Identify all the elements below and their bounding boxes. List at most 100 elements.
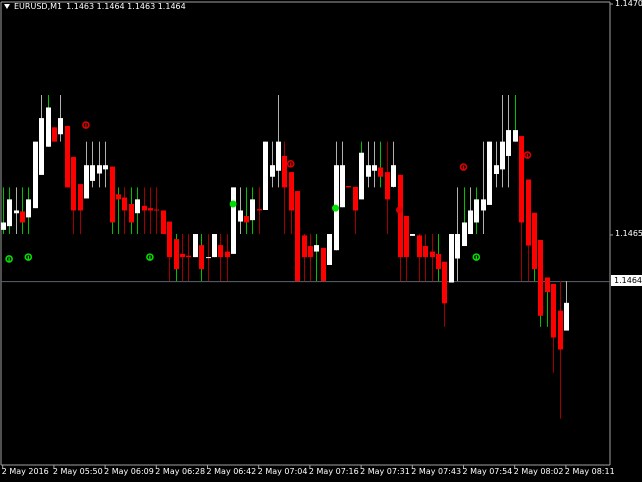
signal-dot: [396, 206, 403, 214]
candle: [206, 234, 211, 282]
candle-body: [250, 199, 255, 221]
candle-body: [193, 234, 198, 258]
candle: [33, 141, 38, 209]
candle: [52, 127, 57, 142]
candle-body: [417, 235, 422, 258]
candle-body: [148, 208, 153, 211]
candle-body: [385, 172, 390, 200]
candle: [116, 187, 121, 235]
candle: [199, 234, 204, 282]
candle: [436, 234, 441, 282]
candle-body: [500, 141, 505, 170]
candle-body: [372, 165, 377, 171]
sell-signal-icon: [286, 160, 295, 168]
sell-signal-icon: [459, 163, 468, 171]
dropdown-triangle-icon[interactable]: [4, 4, 10, 9]
candle-body: [174, 239, 179, 270]
candle: [564, 281, 569, 331]
candle: [122, 187, 127, 235]
candle: [97, 141, 102, 188]
candle-body: [71, 156, 76, 211]
buy-signal-icon: [146, 253, 154, 261]
candle-body: [545, 277, 550, 293]
candle-body: [186, 255, 191, 258]
candle: [174, 234, 179, 282]
sell-signal-icon: [523, 151, 532, 159]
candle: [225, 234, 230, 282]
candle-body: [84, 165, 89, 199]
candle-body: [295, 191, 300, 282]
signal-dot: [229, 200, 237, 208]
candle: [14, 187, 19, 235]
candle: [110, 166, 115, 235]
candle-body: [1, 222, 6, 230]
candle: [295, 191, 300, 282]
candle: [103, 141, 108, 188]
candle-body: [154, 209, 159, 211]
candle: [346, 185, 351, 188]
candle-body: [180, 253, 185, 258]
x-tick-label: 2 May 06:28: [155, 467, 206, 476]
candle: [302, 234, 307, 282]
candle: [129, 187, 134, 235]
candle-body: [551, 283, 556, 338]
candle-body: [513, 130, 518, 142]
candle: [289, 172, 294, 235]
candle-body: [129, 204, 134, 223]
buy-signal-icon: [24, 253, 33, 261]
candle-body: [481, 199, 486, 211]
candle-body: [558, 310, 563, 350]
x-tick-label: 2 May 08:02: [513, 467, 564, 476]
candle-body: [462, 222, 467, 247]
candle: [270, 141, 275, 188]
candle: [135, 187, 140, 235]
candle-body: [289, 172, 294, 211]
candle-body: [78, 184, 83, 211]
candle-body: [346, 185, 351, 188]
candle-body: [231, 187, 236, 254]
candle: [353, 186, 358, 235]
candle-body: [398, 174, 403, 258]
candle-body: [7, 199, 12, 227]
candle: [372, 141, 377, 188]
candle: [212, 234, 217, 258]
candle-body: [474, 199, 479, 223]
x-tick-label: 2 May 05:50: [52, 467, 103, 476]
candle: [250, 187, 255, 235]
candle: [161, 210, 166, 235]
candle: [78, 184, 83, 235]
candle-body: [487, 141, 492, 205]
candle-body: [39, 118, 44, 175]
candle: [359, 141, 364, 200]
candle-body: [135, 199, 140, 214]
candle-body: [52, 127, 57, 142]
candle-body: [442, 261, 447, 304]
candle-body: [110, 166, 115, 223]
candle: [538, 240, 543, 327]
sell-signal-icon: [396, 206, 403, 214]
candle-body: [391, 165, 396, 187]
candle: [39, 94, 44, 175]
candle-body: [455, 234, 460, 259]
candle-body: [199, 245, 204, 270]
symbol-label: EURUSD,M1: [14, 2, 63, 11]
candle: [7, 187, 12, 235]
buy-signal-icon: [229, 200, 237, 208]
candle-body: [142, 205, 147, 211]
candle-body: [519, 136, 524, 223]
candle: [378, 141, 383, 188]
candle-body: [532, 212, 537, 270]
candle: [65, 125, 70, 188]
last-price-label: 1.1464: [611, 275, 642, 286]
x-tick-label: 2 May 07:04: [257, 467, 308, 476]
candle-body: [225, 251, 230, 258]
candle: [449, 234, 454, 283]
candle-body: [366, 165, 371, 177]
candle-body: [340, 165, 345, 208]
candle: [487, 141, 492, 205]
candle: [404, 216, 409, 282]
candle-body: [506, 130, 511, 156]
candle: [321, 247, 326, 282]
candles: [1, 94, 569, 419]
